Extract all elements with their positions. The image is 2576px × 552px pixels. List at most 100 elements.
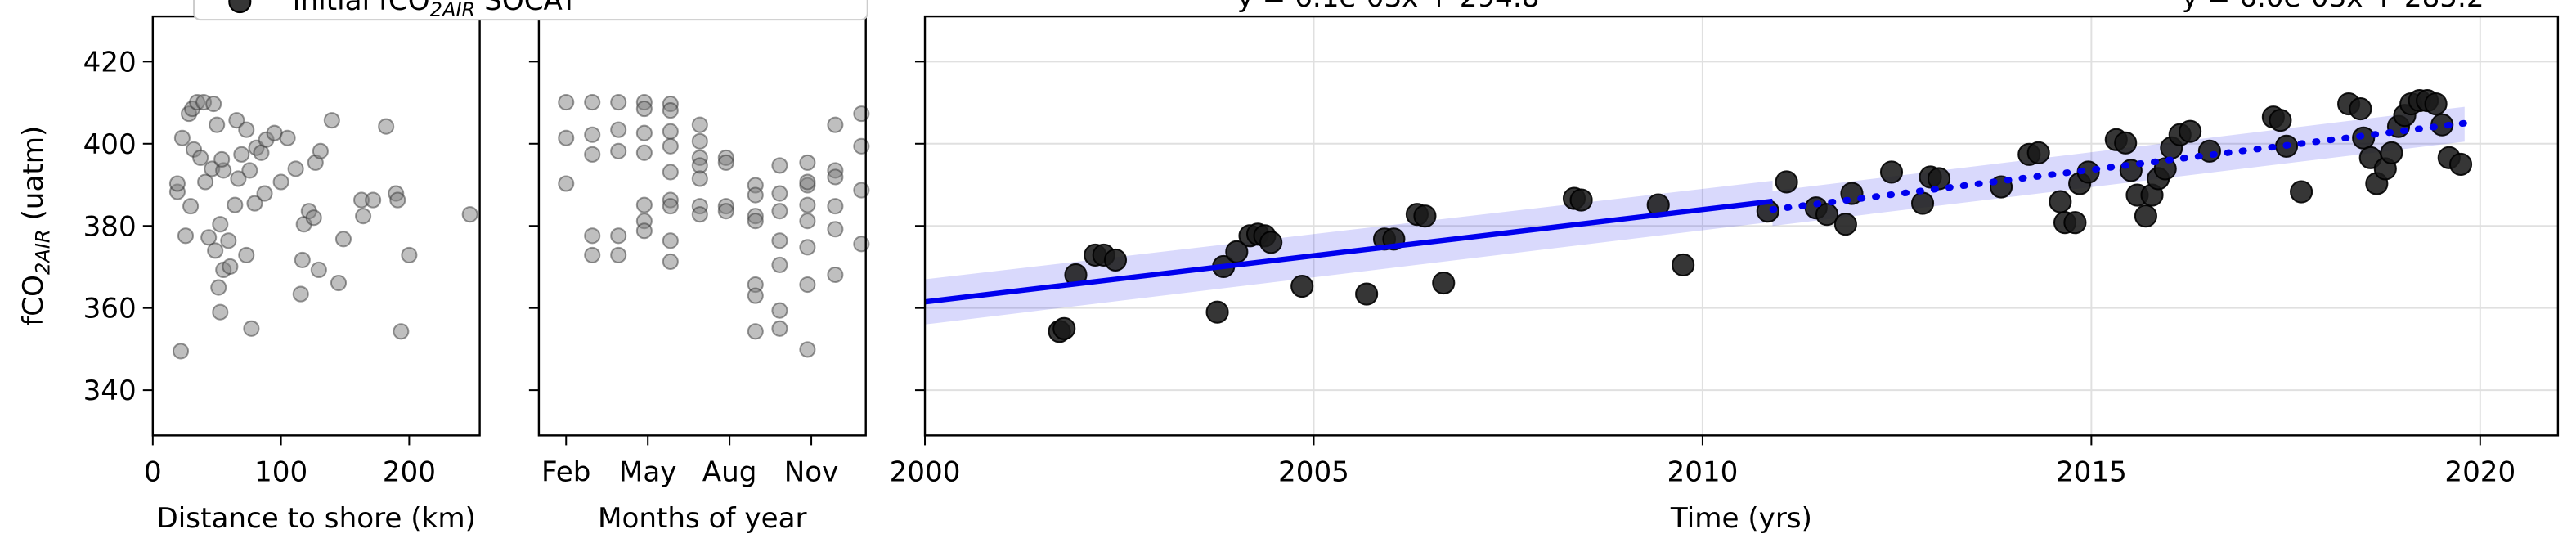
fit-equation: y = 6.0e-03x + 285.2 — [2182, 0, 2484, 14]
data-point — [827, 198, 844, 215]
legend-label-part: SOCAT — [475, 0, 577, 17]
data-point — [1775, 170, 1798, 194]
data-point — [610, 227, 627, 245]
data-point — [799, 154, 816, 171]
panel: 340 360 380 400 420 0 100 200 Distance to shore … — [17, 15, 481, 535]
x-tick-label: 2015 — [2056, 456, 2127, 489]
data-point — [747, 323, 764, 340]
data-point — [365, 191, 382, 209]
data-point — [662, 102, 679, 119]
data-point — [799, 196, 816, 213]
data-point — [1103, 248, 1128, 272]
data-point — [292, 285, 309, 303]
data-point — [243, 320, 260, 337]
data-point — [378, 118, 395, 135]
data-point — [355, 208, 372, 225]
data-point — [1910, 191, 1935, 215]
legend-label-part: 2AIR — [430, 0, 476, 21]
data-point — [310, 261, 327, 279]
data-point — [209, 116, 226, 133]
x-tick-label: 100 — [254, 456, 307, 489]
data-point — [200, 229, 218, 246]
data-point — [2134, 204, 2157, 228]
data-point — [323, 112, 340, 129]
data-point — [220, 232, 237, 249]
data-point — [2049, 190, 2072, 213]
x-tick-label: Aug — [702, 456, 757, 489]
x-tick-label: Nov — [784, 456, 839, 489]
data-point — [2448, 152, 2473, 176]
data-point — [192, 149, 209, 166]
fit-line — [924, 198, 1773, 305]
data-point — [1413, 204, 1437, 228]
data-point — [233, 146, 250, 163]
data-point — [1569, 188, 1593, 212]
data-point — [610, 142, 627, 159]
x-tick-label: Feb — [541, 456, 590, 489]
data-point — [827, 168, 844, 186]
data-point — [213, 150, 231, 168]
x-tick-label: 2020 — [2444, 456, 2515, 489]
confidence-band — [1772, 106, 2465, 227]
data-point — [771, 256, 788, 273]
data-point — [389, 191, 406, 209]
y-tick-label: 380 — [83, 210, 137, 243]
data-point — [717, 154, 734, 171]
data-point — [230, 170, 247, 187]
x-tick-label: 2010 — [1667, 456, 1738, 489]
x-axis-label: Months of year — [598, 502, 808, 535]
legend-label: Initial fCO2AIR SOCAT — [293, 0, 578, 21]
data-point — [610, 246, 627, 263]
data-point — [584, 94, 601, 111]
data-point — [584, 126, 601, 143]
data-point — [584, 146, 601, 163]
data-point — [558, 175, 575, 192]
y-tick-label: 340 — [83, 375, 137, 407]
data-point — [558, 129, 575, 146]
data-point — [1815, 203, 1839, 227]
data-point — [691, 170, 708, 187]
data-point — [662, 253, 679, 270]
data-point — [182, 198, 200, 215]
data-point — [771, 185, 788, 202]
data-point — [1879, 160, 1904, 184]
data-point — [771, 203, 788, 220]
data-point — [222, 258, 239, 275]
data-point — [461, 206, 478, 223]
data-point — [168, 175, 186, 192]
data-point — [635, 222, 653, 240]
data-point — [393, 323, 410, 340]
data-point — [747, 186, 764, 204]
x-tick-label: May — [619, 456, 677, 489]
data-point — [635, 144, 653, 161]
data-point — [228, 112, 245, 129]
data-point — [827, 221, 844, 238]
data-point — [1833, 213, 1857, 236]
data-point — [2197, 139, 2221, 163]
x-axis-label: Distance to shore (km) — [157, 502, 476, 535]
data-point — [771, 232, 788, 249]
data-point — [771, 302, 788, 319]
data-point — [2114, 131, 2138, 155]
data-point — [2349, 97, 2372, 121]
data-point — [747, 213, 764, 230]
data-point — [197, 173, 214, 191]
y-tick-label: 360 — [83, 293, 137, 325]
x-tick-label: 2000 — [890, 456, 961, 489]
data-point — [635, 101, 653, 118]
axes-frame — [923, 15, 2560, 437]
legend-marker — [228, 0, 252, 14]
data-point — [2424, 92, 2448, 116]
x-tick-label: 200 — [383, 456, 436, 489]
data-point — [172, 343, 190, 360]
data-point — [662, 198, 679, 215]
y-axis-label-part: 2AIR — [31, 229, 54, 275]
legend: Initial fCO2AIR SOCAT — [193, 0, 868, 21]
data-point — [717, 203, 734, 220]
data-point — [1205, 300, 1229, 324]
data-point — [246, 195, 263, 212]
data-point — [799, 173, 816, 191]
data-point — [662, 137, 679, 155]
data-point — [177, 227, 195, 245]
data-point — [2179, 119, 2202, 143]
